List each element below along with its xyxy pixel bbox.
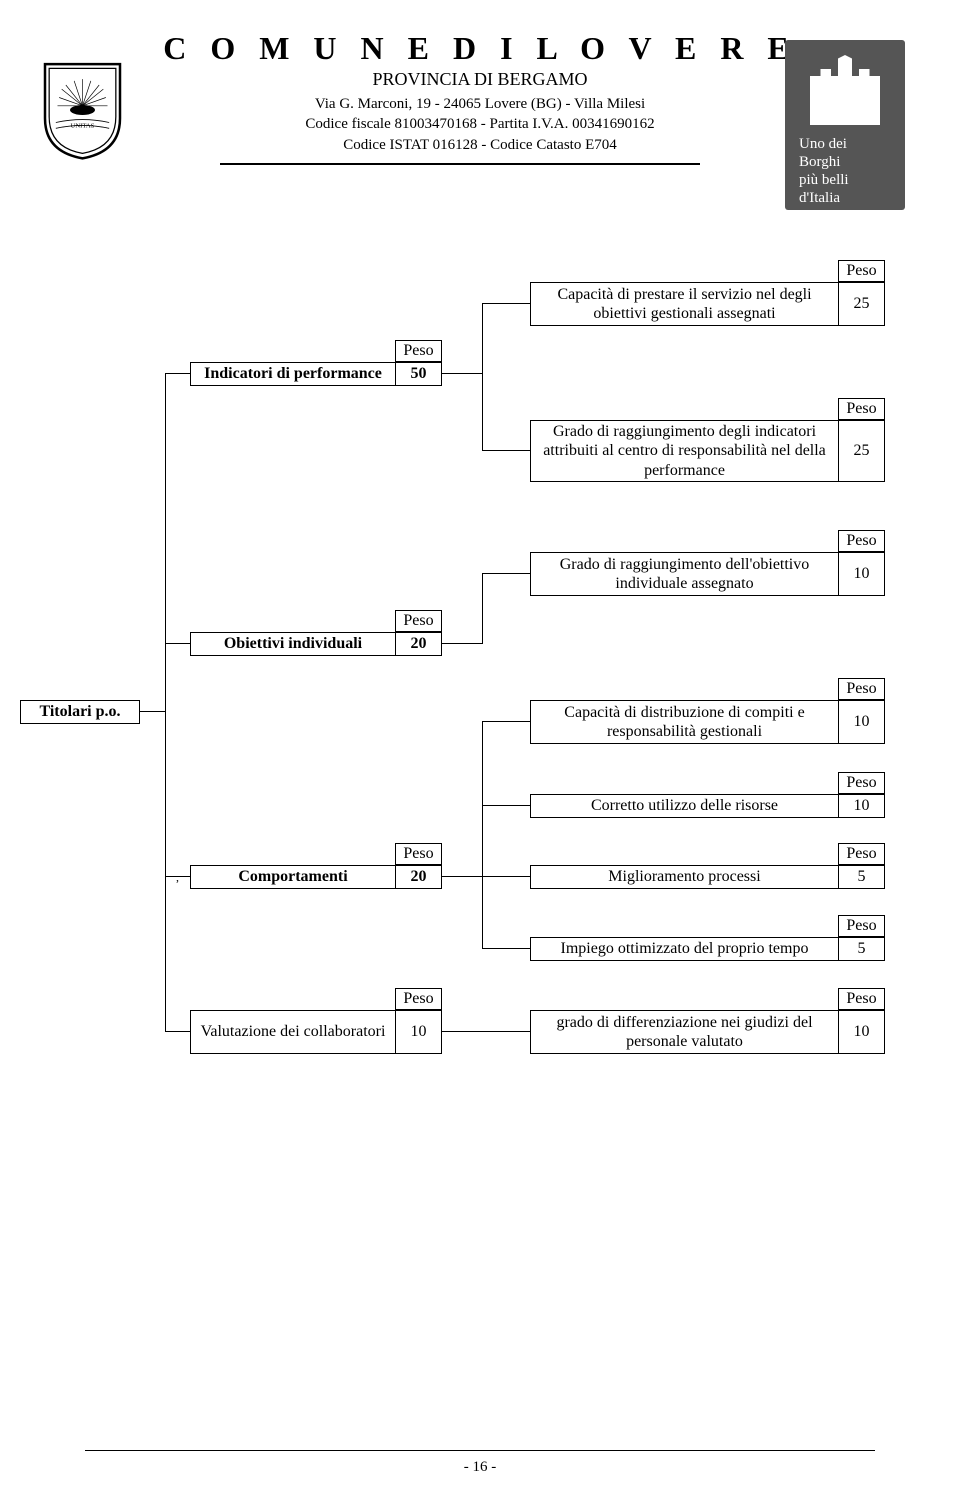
leaf-weight: 10	[838, 794, 885, 818]
leaf-text: Corretto utilizzo delle risorse	[591, 796, 778, 815]
castle-icon	[810, 55, 880, 125]
connector	[482, 303, 483, 451]
branch-label: Valutazione dei collaboratori	[190, 1010, 395, 1054]
leaf-text: Grado di raggiungimento degli indicatori…	[535, 422, 834, 480]
leaf-label: Grado di raggiungimento degli indicatori…	[530, 420, 838, 482]
connector	[442, 373, 482, 374]
stray-text: ,	[176, 870, 179, 885]
leaf-text: grado di differenziazione nei giudizi de…	[535, 1013, 834, 1051]
peso-header: Peso	[395, 988, 442, 1010]
leaf-weight: 25	[838, 420, 885, 482]
connector	[442, 643, 482, 644]
connector	[165, 373, 190, 374]
header-divider	[220, 163, 700, 165]
peso-header: Peso	[838, 772, 885, 794]
leaf-text: Impiego ottimizzato del proprio tempo	[561, 939, 809, 958]
org-diagram: Titolari p.o. Peso Indicatori di perform…	[0, 260, 960, 1220]
leaf-text: Capacità di distribuzione di compiti e r…	[535, 703, 834, 741]
page-subtitle: PROVINCIA DI BERGAMO	[85, 69, 875, 90]
connector	[482, 876, 530, 877]
branch-weight: 20	[395, 632, 442, 656]
branch-text: Obiettivi individuali	[224, 634, 362, 653]
connector	[482, 721, 530, 722]
branch-text: Indicatori di performance	[204, 364, 382, 383]
leaf-weight: 5	[838, 937, 885, 961]
peso-header: Peso	[395, 340, 442, 362]
shield-motto: UNITAS	[71, 123, 95, 130]
peso-header: Peso	[838, 530, 885, 552]
peso-header: Peso	[838, 678, 885, 700]
branch-weight: 10	[395, 1010, 442, 1054]
connector	[482, 721, 483, 949]
leaf-label: Capacità di distribuzione di compiti e r…	[530, 700, 838, 744]
root-node: Titolari p.o.	[20, 700, 140, 724]
connector	[140, 711, 165, 712]
root-label: Titolari p.o.	[39, 702, 120, 721]
connector	[482, 450, 530, 451]
leaf-text: Miglioramento processi	[608, 867, 760, 886]
address-line: Via G. Marconi, 19 - 24065 Lovere (BG) -…	[85, 94, 875, 114]
leaf-label: grado di differenziazione nei giudizi de…	[530, 1010, 838, 1054]
badge-line: Borghi	[799, 153, 897, 171]
leaf-label: Capacità di prestare il servizio nel deg…	[530, 282, 838, 326]
peso-header: Peso	[838, 260, 885, 282]
leaf-text: Capacità di prestare il servizio nel deg…	[535, 285, 834, 323]
leaf-weight: 10	[838, 1010, 885, 1054]
page-number: - 16 -	[0, 1459, 960, 1476]
branch-weight: 50	[395, 362, 442, 386]
peso-header: Peso	[395, 610, 442, 632]
connector	[482, 573, 483, 644]
leaf-label: Impiego ottimizzato del proprio tempo	[530, 937, 838, 961]
peso-header: Peso	[395, 843, 442, 865]
branch-text: Valutazione dei collaboratori	[201, 1022, 386, 1041]
peso-header: Peso	[838, 915, 885, 937]
connector	[165, 1031, 190, 1032]
leaf-weight: 25	[838, 282, 885, 326]
branch-label: Obiettivi individuali	[190, 632, 395, 656]
badge-line: d'Italia	[799, 189, 897, 207]
footer-divider	[85, 1450, 875, 1451]
address-line: Codice ISTAT 016128 - Codice Catasto E70…	[85, 135, 875, 155]
peso-header: Peso	[838, 843, 885, 865]
document-header: UNITAS Uno dei Borghi più belli d'Italia…	[85, 30, 875, 165]
page-title: C O M U N E D I L O V E R E	[85, 30, 875, 67]
leaf-text: Grado di raggiungimento dell'obiettivo i…	[535, 555, 834, 593]
branch-label: Indicatori di performance	[190, 362, 395, 386]
connector	[165, 373, 166, 1032]
connector	[442, 876, 482, 877]
connector	[165, 643, 190, 644]
branch-label: Comportamenti	[190, 865, 395, 889]
peso-header: Peso	[838, 398, 885, 420]
branch-weight: 20	[395, 865, 442, 889]
connector	[482, 303, 530, 304]
connector	[482, 573, 530, 574]
leaf-label: Miglioramento processi	[530, 865, 838, 889]
coat-of-arms-icon: UNITAS	[40, 60, 125, 160]
connector	[482, 805, 530, 806]
leaf-weight: 10	[838, 700, 885, 744]
leaf-weight: 10	[838, 552, 885, 596]
leaf-weight: 5	[838, 865, 885, 889]
borghi-badge: Uno dei Borghi più belli d'Italia	[785, 40, 905, 210]
leaf-label: Corretto utilizzo delle risorse	[530, 794, 838, 818]
connector	[482, 948, 530, 949]
badge-line: più belli	[799, 171, 897, 189]
leaf-label: Grado di raggiungimento dell'obiettivo i…	[530, 552, 838, 596]
badge-line: Uno dei	[799, 135, 897, 153]
peso-header: Peso	[838, 988, 885, 1010]
branch-text: Comportamenti	[238, 867, 347, 886]
connector	[442, 1031, 530, 1032]
address-line: Codice fiscale 81003470168 - Partita I.V…	[85, 114, 875, 134]
